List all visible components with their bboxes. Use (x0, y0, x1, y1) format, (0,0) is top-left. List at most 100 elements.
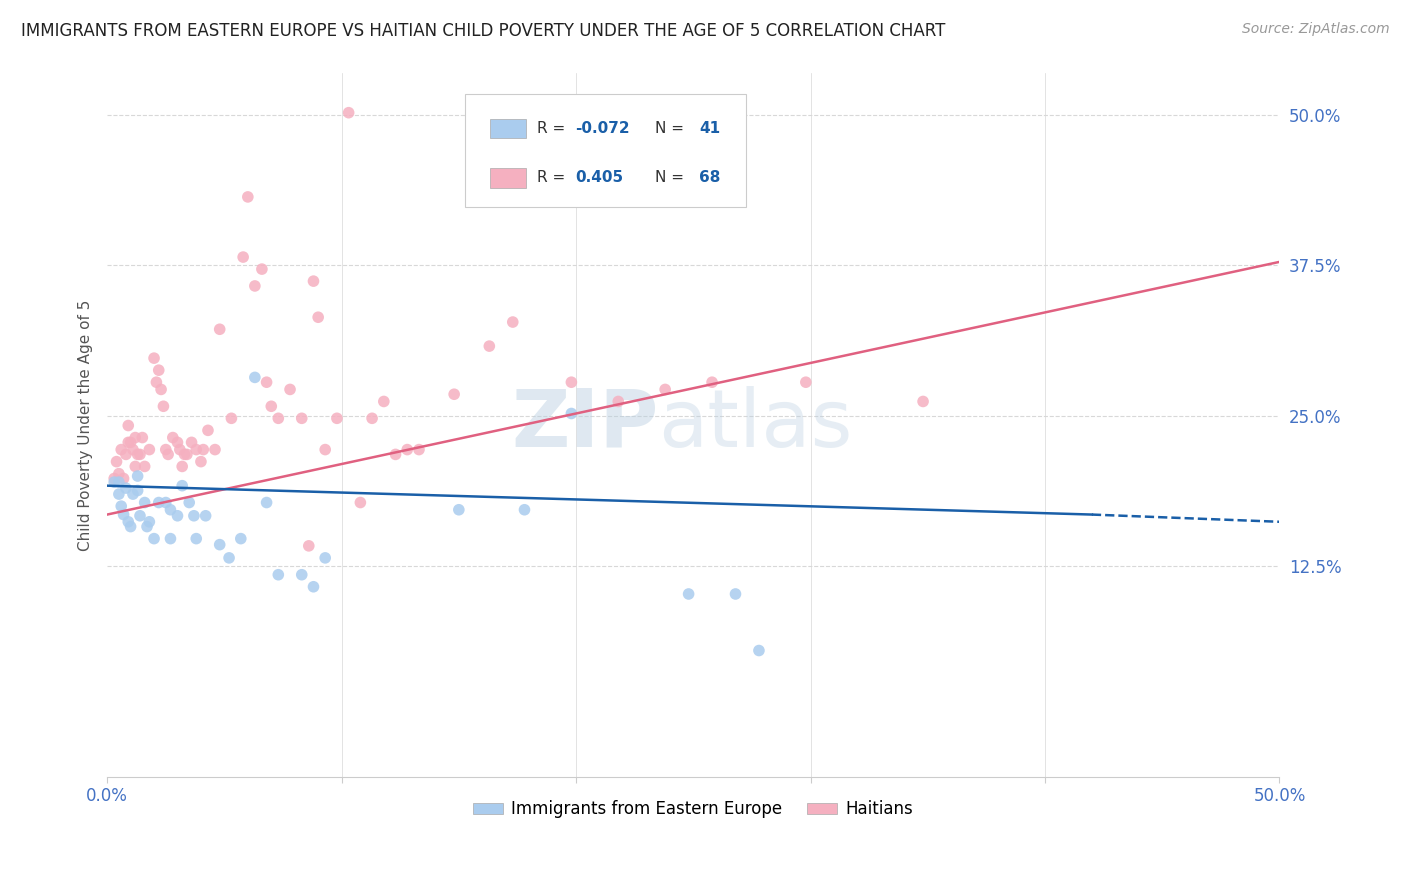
Point (678, 587, 700, 601)
Point (117, 435, 139, 450)
Text: IMMIGRANTS FROM EASTERN EUROPE VS HAITIAN CHILD POVERTY UNDER THE AGE OF 5 CORRE: IMMIGRANTS FROM EASTERN EUROPE VS HAITIA… (21, 22, 945, 40)
Point (724, 587, 747, 601)
Point (112, 471, 135, 485)
Point (267, 411, 290, 425)
Text: 0.405: 0.405 (575, 170, 623, 186)
Point (134, 495, 156, 509)
Point (373, 394, 395, 409)
Point (384, 447, 406, 461)
Point (208, 322, 231, 336)
Point (194, 508, 217, 523)
Point (560, 375, 582, 389)
Point (143, 532, 166, 546)
Point (110, 499, 132, 513)
Text: 41: 41 (699, 121, 720, 136)
Point (197, 423, 219, 437)
Point (138, 442, 160, 457)
Point (159, 502, 181, 516)
Point (243, 279, 266, 293)
Point (748, 643, 770, 657)
Point (560, 407, 582, 421)
Point (314, 442, 336, 457)
Point (155, 495, 177, 509)
Point (143, 351, 166, 366)
Point (127, 447, 149, 461)
Text: Source: ZipAtlas.com: Source: ZipAtlas.com (1241, 22, 1389, 37)
Point (105, 455, 128, 469)
Point (204, 442, 226, 457)
Text: atlas: atlas (658, 386, 852, 464)
Point (193, 442, 215, 457)
Text: N =: N = (655, 170, 689, 186)
Point (148, 495, 170, 509)
Point (250, 262, 273, 277)
Point (152, 399, 174, 413)
Point (138, 515, 160, 529)
Y-axis label: Child Poverty Under the Age of 5: Child Poverty Under the Age of 5 (79, 299, 93, 550)
Legend: Immigrants from Eastern Europe, Haitians: Immigrants from Eastern Europe, Haitians (467, 794, 921, 825)
Point (607, 394, 630, 409)
Point (298, 539, 321, 553)
Point (236, 190, 259, 204)
Point (172, 459, 194, 474)
Point (108, 467, 131, 481)
Point (229, 532, 252, 546)
Point (134, 459, 156, 474)
Point (232, 250, 254, 264)
FancyBboxPatch shape (491, 119, 526, 138)
Point (148, 363, 170, 377)
Point (127, 483, 149, 498)
Point (180, 435, 202, 450)
Point (108, 487, 131, 501)
Point (155, 442, 177, 457)
Point (260, 399, 283, 413)
Point (176, 447, 198, 461)
Point (145, 375, 167, 389)
Point (136, 519, 159, 533)
Point (120, 435, 142, 450)
Point (166, 508, 188, 523)
Point (314, 550, 336, 565)
Point (173, 447, 195, 461)
Point (179, 495, 201, 509)
Point (302, 274, 325, 288)
Point (794, 375, 817, 389)
Point (361, 411, 384, 425)
Point (112, 508, 135, 522)
Text: ZIP: ZIP (510, 386, 658, 464)
Point (256, 495, 278, 509)
Point (157, 447, 180, 461)
Point (912, 394, 935, 409)
Point (307, 310, 329, 325)
Point (349, 495, 371, 509)
Point (291, 567, 314, 582)
Point (110, 442, 132, 457)
Point (291, 411, 314, 425)
Point (122, 442, 145, 457)
Text: R =: R = (537, 121, 571, 136)
Text: R =: R = (537, 170, 571, 186)
Point (218, 550, 240, 565)
Point (166, 435, 188, 450)
Point (267, 567, 290, 582)
Point (172, 478, 194, 492)
Point (243, 370, 266, 384)
Point (221, 411, 243, 425)
Point (103, 475, 125, 489)
Point (502, 315, 524, 329)
Point (103, 471, 125, 485)
Point (120, 519, 142, 533)
Point (117, 418, 139, 433)
Text: -0.072: -0.072 (575, 121, 630, 136)
Point (127, 469, 149, 483)
Point (115, 447, 138, 461)
Point (256, 375, 278, 389)
Point (129, 508, 152, 523)
Point (117, 515, 139, 529)
Point (129, 447, 152, 461)
Point (478, 339, 501, 353)
Point (186, 532, 208, 546)
Text: 68: 68 (699, 170, 720, 186)
Point (278, 383, 301, 397)
Point (326, 411, 349, 425)
